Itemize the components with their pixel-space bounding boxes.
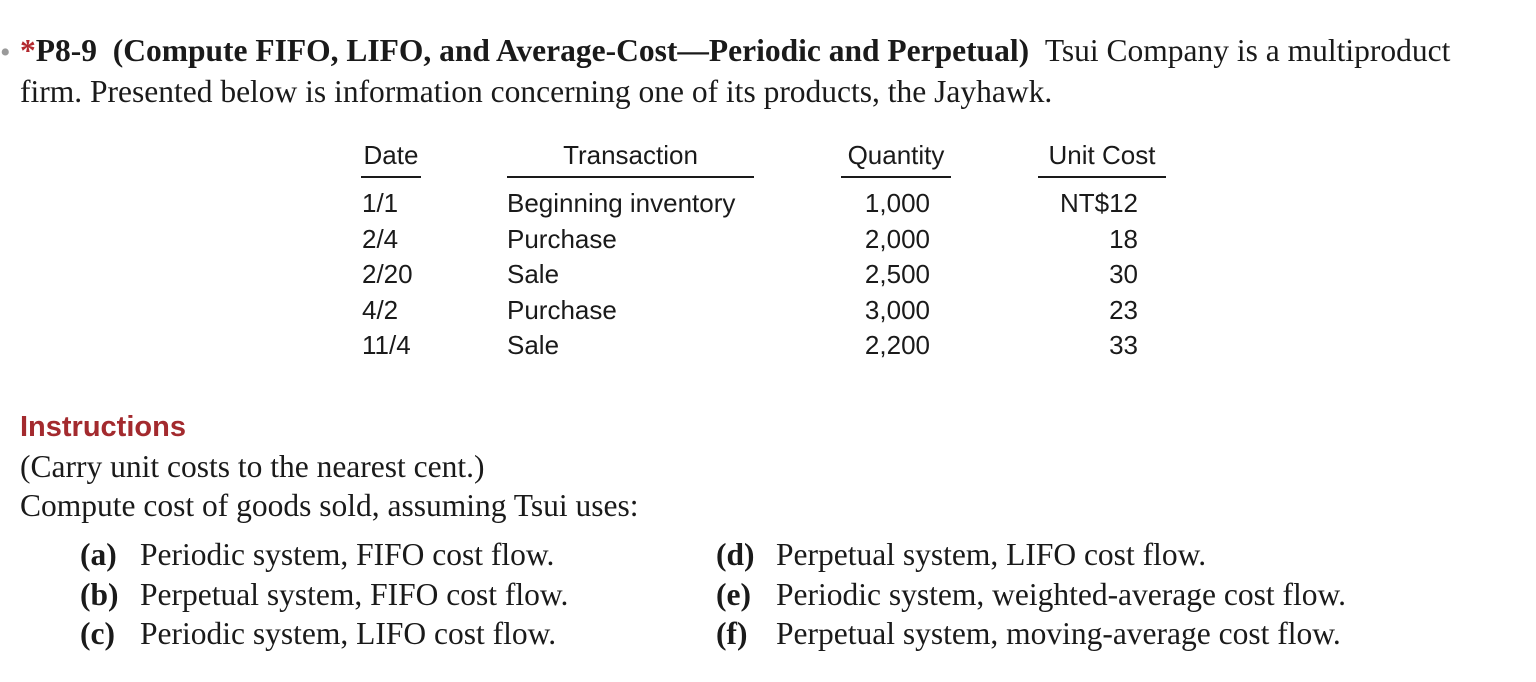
instructions-note: (Carry unit costs to the nearest cent.) bbox=[20, 449, 485, 484]
table-cell-unit-cost: NT$12 bbox=[1059, 188, 1138, 218]
table-cell-transaction: Beginning inventory bbox=[507, 188, 736, 218]
table-cell-unit-cost: 18 bbox=[1109, 224, 1138, 254]
table-cell-date: 1/1 bbox=[362, 188, 399, 218]
item-text: Perpetual system, moving-average cost fl… bbox=[776, 616, 1341, 651]
margin-marker: • bbox=[0, 36, 11, 69]
instruction-item-b: (b) Perpetual system, FIFO cost flow. bbox=[80, 577, 568, 613]
header-transaction: Transaction bbox=[563, 140, 698, 170]
item-text: Periodic system, weighted-average cost f… bbox=[776, 577, 1347, 612]
item-label: (b) bbox=[80, 577, 119, 612]
item-text: Perpetual system, FIFO cost flow. bbox=[140, 577, 569, 612]
instruction-item-a: (a) Periodic system, FIFO cost flow. bbox=[80, 537, 554, 573]
problem-description: Tsui Company is a multiproduct firm. Pre… bbox=[20, 33, 1451, 109]
header-rule-transaction bbox=[507, 176, 754, 178]
table-cell-unit-cost: 30 bbox=[1109, 259, 1138, 289]
table-cell-quantity: 1,000 bbox=[864, 188, 930, 218]
item-text: Perpetual system, LIFO cost flow. bbox=[776, 537, 1207, 572]
instruction-item-c: (c) Periodic system, LIFO cost flow. bbox=[80, 616, 556, 652]
header-rule-date bbox=[361, 176, 421, 178]
table-cell-quantity: 2,200 bbox=[864, 330, 930, 360]
table-cell-quantity: 2,000 bbox=[864, 224, 930, 254]
instruction-item-f: (f) Perpetual system, moving-average cost… bbox=[716, 616, 1341, 652]
header-rule-quantity bbox=[841, 176, 951, 178]
item-label: (a) bbox=[80, 537, 117, 572]
table-cell-quantity: 2,500 bbox=[864, 259, 930, 289]
item-label: (e) bbox=[716, 577, 751, 612]
header-quantity: Quantity bbox=[847, 140, 945, 170]
table-cell-unit-cost: 23 bbox=[1109, 295, 1138, 325]
problem-number: P8-9 bbox=[35, 33, 97, 68]
table-cell-transaction: Purchase bbox=[507, 295, 617, 325]
table-cell-transaction: Sale bbox=[507, 330, 560, 360]
item-text: Periodic system, FIFO cost flow. bbox=[140, 537, 555, 572]
item-label: (d) bbox=[716, 537, 755, 572]
table-cell-transaction: Sale bbox=[507, 259, 560, 289]
item-label: (c) bbox=[80, 616, 115, 651]
header-rule-unit-cost bbox=[1038, 176, 1166, 178]
header-date: Date bbox=[363, 140, 419, 170]
table-cell-date: 2/20 bbox=[362, 259, 413, 289]
table-cell-date: 2/4 bbox=[362, 224, 399, 254]
problem-title: (Compute FIFO, LIFO, and Average-Cost—Pe… bbox=[112, 33, 1030, 68]
table-cell-date: 11/4 bbox=[362, 330, 411, 360]
instructions-prompt: Compute cost of goods sold, assuming Tsu… bbox=[20, 488, 639, 523]
item-text: Periodic system, LIFO cost flow. bbox=[140, 616, 557, 651]
instruction-item-e: (e) Periodic system, weighted-average cos… bbox=[716, 577, 1346, 613]
table-cell-unit-cost: 33 bbox=[1109, 330, 1138, 360]
instructions-heading: Instructions bbox=[20, 411, 186, 443]
table-cell-date: 4/2 bbox=[362, 295, 399, 325]
problem-statement: *P8-9 (Compute FIFO, LIFO, and Average-C… bbox=[20, 30, 1520, 112]
problem-star: * bbox=[20, 33, 36, 68]
table-cell-transaction: Purchase bbox=[507, 224, 617, 254]
item-label: (f) bbox=[716, 616, 748, 651]
table-cell-quantity: 3,000 bbox=[864, 295, 930, 325]
instruction-item-d: (d) Perpetual system, LIFO cost flow. bbox=[716, 537, 1206, 573]
header-unit-cost: Unit Cost bbox=[1048, 140, 1156, 170]
